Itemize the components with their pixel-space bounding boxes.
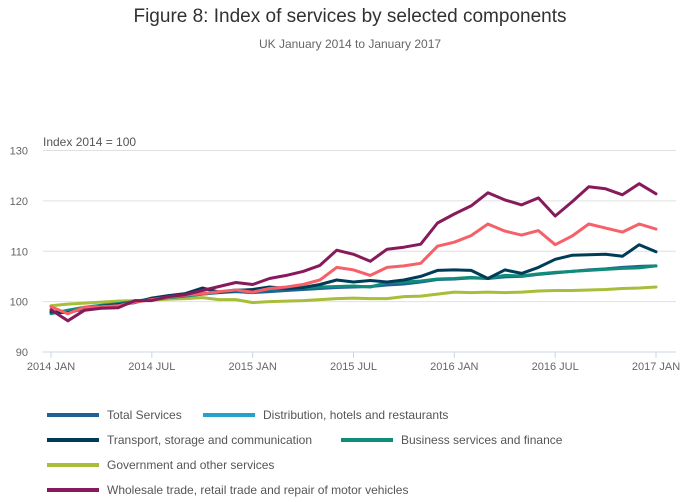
y-tick-label: 110 (10, 246, 28, 258)
legend-swatch (47, 438, 99, 442)
series-line-wholesale-trade-retail-trade-and-repair-of-motor-vehicles[interactable] (49, 182, 658, 323)
legend-label: Transport, storage and communication (107, 433, 312, 447)
legend-label: Distribution, hotels and restaurants (263, 408, 449, 422)
legend-label: Government and other services (107, 458, 275, 472)
legend-item-total-services[interactable]: Total Services (47, 408, 182, 422)
legend-item-government[interactable]: Government and other services (47, 458, 274, 472)
legend-label: Total Services (107, 408, 182, 422)
y-axis-label: Index 2014 = 100 (43, 135, 136, 149)
legend-label: Business services and finance (401, 433, 563, 447)
x-tick-label: 2014 JAN (27, 361, 75, 373)
x-tick-label: 2016 JUL (532, 361, 579, 373)
series-lines (49, 182, 658, 323)
legend-item-distribution[interactable]: Distribution, hotels and restaurants (203, 408, 448, 422)
legend-item-transport[interactable]: Transport, storage and communication (47, 433, 312, 447)
x-tick-label: 2017 JAN (632, 361, 680, 373)
x-tick-label: 2016 JAN (430, 361, 478, 373)
y-tick-label: 120 (10, 196, 28, 208)
legend-swatch (341, 438, 393, 442)
legend-swatch (47, 413, 99, 417)
series-line-government-and-other-services[interactable] (49, 285, 658, 308)
legend-item-business[interactable]: Business services and finance (341, 433, 562, 447)
y-tick-label: 90 (16, 347, 28, 359)
y-axis-ticks: 90 100 110 120 130 (10, 146, 28, 360)
x-tick-label: 2015 JAN (229, 361, 277, 373)
chart-title: Figure 8: Index of services by selected … (133, 6, 567, 27)
x-tick-label: 2015 JUL (330, 361, 377, 373)
legend-label: Wholesale trade, retail trade and repair… (107, 483, 409, 497)
x-tick-label: 2014 JUL (128, 361, 175, 373)
y-tick-label: 100 (10, 297, 28, 309)
gridlines (43, 150, 676, 303)
legend-swatch (203, 413, 255, 417)
legend-item-wholesale[interactable]: Wholesale trade, retail trade and repair… (47, 483, 408, 497)
legend-swatch (47, 488, 99, 492)
x-axis: 2014 JAN 2014 JUL 2015 JAN 2015 JUL 2016 JAN… (27, 351, 680, 373)
chart-subtitle: UK January 2014 to January 2017 (258, 37, 442, 51)
legend-swatch (47, 463, 99, 467)
y-tick-label: 130 (10, 146, 28, 158)
